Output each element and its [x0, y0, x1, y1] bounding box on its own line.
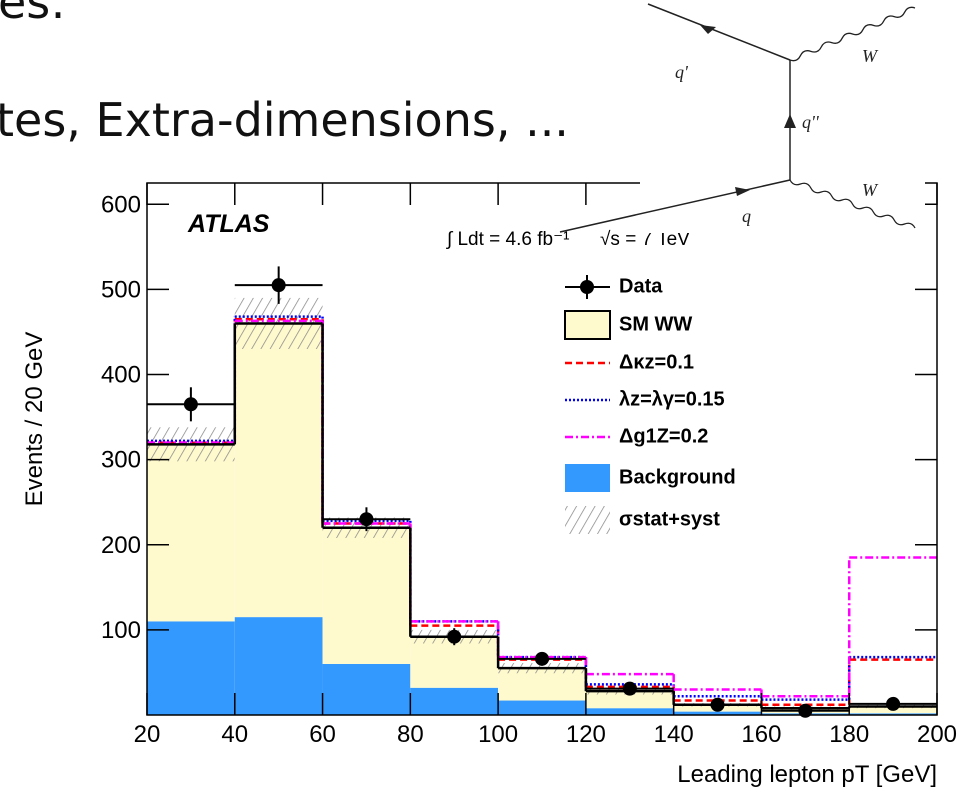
y-tick-label: 300 [101, 447, 141, 474]
background-bar [585, 708, 674, 715]
diagram-label: q' [675, 62, 689, 82]
slide-text: es: [0, 0, 66, 29]
data-point [622, 681, 637, 696]
x-tick-label: 80 [397, 721, 424, 748]
annotation: √s = 7 TeV [600, 229, 690, 250]
x-tick-label: 20 [134, 721, 161, 748]
y-tick-label: 500 [101, 276, 141, 303]
annotation: ∫ Ldt = 4.6 fb⁻¹ [446, 229, 569, 250]
boson-line [789, 6, 916, 62]
sm-ww-bar [498, 668, 586, 701]
y-tick-label: 600 [101, 191, 141, 218]
data-point [710, 697, 725, 712]
legend-label: Data [619, 275, 663, 297]
data-point [183, 397, 198, 412]
background-bar [322, 663, 411, 715]
legend-label: σstat+syst [619, 508, 720, 530]
x-tick-label: 40 [221, 721, 248, 748]
x-axis-label: Leading lepton pT [GeV] [677, 761, 937, 788]
background-bar [410, 687, 499, 715]
data-point [359, 512, 374, 527]
quark-line [559, 179, 791, 233]
legend-label: Background [619, 466, 736, 488]
background-bar [849, 713, 937, 715]
legend-label: λz=λγ=0.15 [619, 388, 725, 410]
arrow [784, 114, 796, 128]
x-tick-label: 100 [478, 721, 518, 748]
x-tick-label: 200 [917, 721, 957, 748]
legend-label: SM WW [619, 313, 692, 335]
arrow [735, 187, 750, 196]
legend-label: Δκz=0.1 [619, 351, 694, 373]
diagram-background [640, 0, 925, 233]
sm-ww-bar [322, 527, 411, 664]
data-point [886, 696, 901, 711]
background-bar [234, 617, 323, 715]
quark-line [647, 3, 791, 61]
diagram-label: W [862, 180, 879, 200]
x-tick-label: 160 [741, 721, 781, 748]
sm-ww-bar [234, 323, 323, 618]
chart: 100 200 300 400 500 600 20 40 60 80 100 120 140 160 18… [21, 182, 957, 788]
legend-marker [565, 464, 610, 492]
legend-marker [565, 506, 610, 534]
plot-frame [146, 182, 938, 716]
y-axis-label: Events / 20 GeV [21, 332, 48, 507]
arrow [700, 25, 716, 34]
slide-text: tes, Extra-dimensions, ... [0, 93, 569, 147]
boson-line [789, 179, 916, 229]
sm-ww-bar [585, 691, 674, 709]
background-bar [673, 711, 762, 715]
background-bar [498, 700, 586, 715]
diagram-label: q [742, 206, 751, 226]
diagram-label: W [862, 46, 879, 66]
legend-label: Δg1Z=0.2 [619, 425, 708, 447]
data-point [798, 703, 813, 718]
y-tick-label: 100 [101, 617, 141, 644]
background-bar [147, 621, 235, 715]
legend-marker [564, 310, 611, 340]
y-tick-label: 400 [101, 362, 141, 389]
x-tick-label: 120 [566, 721, 606, 748]
data-point [271, 278, 286, 293]
data-point [447, 629, 462, 644]
feynman-diagram: q' W q'' W q [559, 0, 925, 233]
data-point [535, 651, 549, 666]
x-tick-label: 140 [654, 721, 694, 748]
x-tick-label: 60 [309, 721, 336, 748]
x-tick-label: 180 [829, 721, 869, 748]
diagram-label: q'' [802, 112, 820, 132]
y-tick-label: 200 [101, 532, 141, 559]
legend-marker [580, 280, 594, 294]
experiment-label: ATLAS [187, 210, 270, 238]
sm-ww-bar [147, 444, 235, 622]
